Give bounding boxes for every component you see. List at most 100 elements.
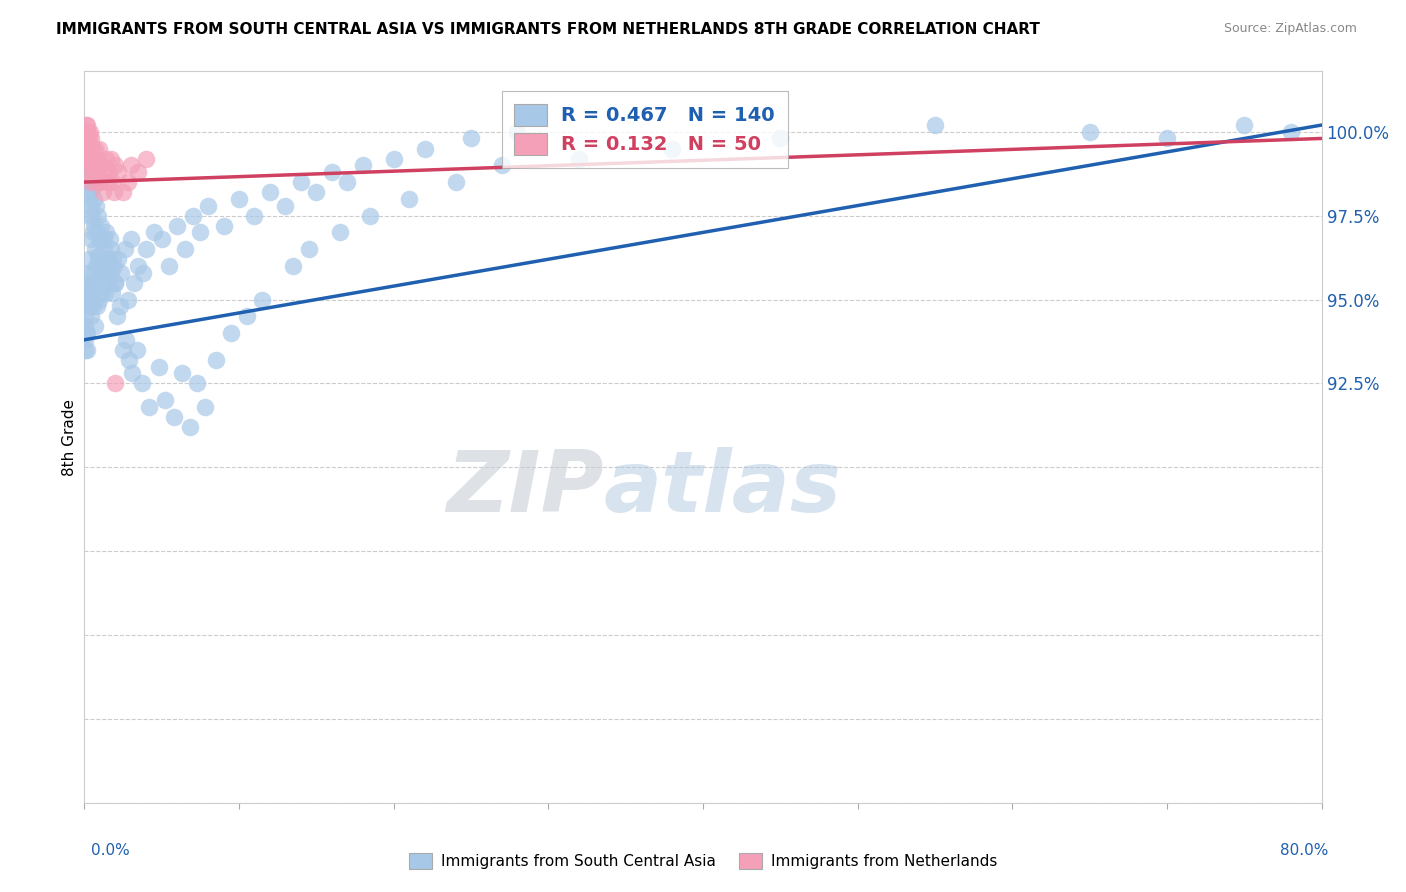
Point [235, 310, 259, 324]
Point [114, 242, 136, 256]
Point [83, 219, 105, 233]
Point [84, 198, 107, 212]
Point [75, 310, 97, 324]
Point [77, 125, 100, 139]
Point [83, 152, 105, 166]
Point [174, 242, 197, 256]
Point [86, 299, 108, 313]
Text: 80.0%: 80.0% [1281, 843, 1329, 858]
Point [228, 192, 250, 206]
Text: IMMIGRANTS FROM SOUTH CENTRAL ASIA VS IMMIGRANTS FROM NETHERLANDS 8TH GRADE CORR: IMMIGRANTS FROM SOUTH CENTRAL ASIA VS IM… [56, 22, 1040, 37]
Point [107, 165, 129, 179]
Point [79, 125, 101, 139]
Point [100, 242, 122, 256]
Point [82, 165, 104, 179]
Point [77, 192, 100, 206]
Point [120, 232, 142, 246]
Legend: R = 0.467   N = 140, R = 0.132   N = 50: R = 0.467 N = 140, R = 0.132 N = 50 [502, 91, 787, 168]
Point [75, 282, 97, 296]
Point [1156, 131, 1178, 145]
Point [181, 209, 204, 223]
Point [305, 185, 328, 199]
Point [163, 409, 186, 424]
Point [84, 158, 107, 172]
Point [117, 175, 139, 189]
Point [93, 242, 115, 256]
Point [76, 165, 98, 179]
Point [96, 252, 118, 267]
Point [87, 142, 110, 156]
Point [86, 175, 108, 189]
Point [86, 152, 108, 166]
Point [112, 185, 135, 199]
Legend: Immigrants from South Central Asia, Immigrants from Netherlands: Immigrants from South Central Asia, Immi… [402, 847, 1004, 875]
Point [80, 131, 103, 145]
Point [80, 266, 103, 280]
Point [82, 285, 104, 300]
Point [104, 276, 127, 290]
Point [281, 259, 305, 273]
Point [94, 285, 117, 300]
Point [76, 118, 98, 132]
Point [77, 138, 100, 153]
Point [90, 158, 112, 172]
Point [661, 142, 683, 156]
Point [89, 266, 111, 280]
Point [115, 333, 138, 347]
Text: ZIP: ZIP [446, 447, 605, 530]
Point [75, 142, 97, 156]
Point [93, 232, 115, 246]
Point [76, 131, 98, 145]
Point [131, 376, 153, 391]
Point [120, 158, 142, 172]
Point [382, 152, 405, 166]
Point [76, 152, 98, 166]
Point [80, 148, 103, 162]
Point [94, 152, 117, 166]
Point [360, 209, 382, 223]
Point [398, 192, 420, 206]
Point [87, 252, 110, 267]
Point [79, 293, 101, 307]
Point [79, 148, 101, 162]
Point [75, 118, 97, 132]
Point [98, 232, 121, 246]
Point [104, 158, 127, 172]
Point [460, 131, 482, 145]
Point [121, 367, 143, 381]
Point [76, 158, 98, 172]
Point [77, 299, 100, 313]
Point [103, 276, 125, 290]
Point [86, 249, 108, 263]
Point [188, 226, 212, 240]
Point [80, 209, 103, 223]
Point [91, 185, 114, 199]
Point [83, 276, 105, 290]
Point [274, 198, 297, 212]
Point [924, 118, 946, 132]
Point [84, 242, 107, 256]
Point [127, 165, 149, 179]
Point [143, 226, 166, 240]
Point [105, 310, 128, 324]
Point [89, 259, 111, 273]
Point [87, 209, 110, 223]
Point [73, 333, 96, 347]
Point [90, 285, 112, 300]
Point [1279, 125, 1302, 139]
Point [101, 175, 124, 189]
Point [86, 276, 108, 290]
Point [76, 276, 98, 290]
Point [79, 175, 101, 189]
Point [82, 226, 104, 240]
Point [259, 185, 281, 199]
Point [336, 175, 359, 189]
Point [79, 142, 101, 156]
Point [321, 165, 343, 179]
Point [86, 226, 108, 240]
Point [101, 252, 124, 267]
Point [96, 259, 118, 273]
Point [79, 185, 101, 199]
Point [150, 232, 173, 246]
Point [87, 232, 110, 246]
